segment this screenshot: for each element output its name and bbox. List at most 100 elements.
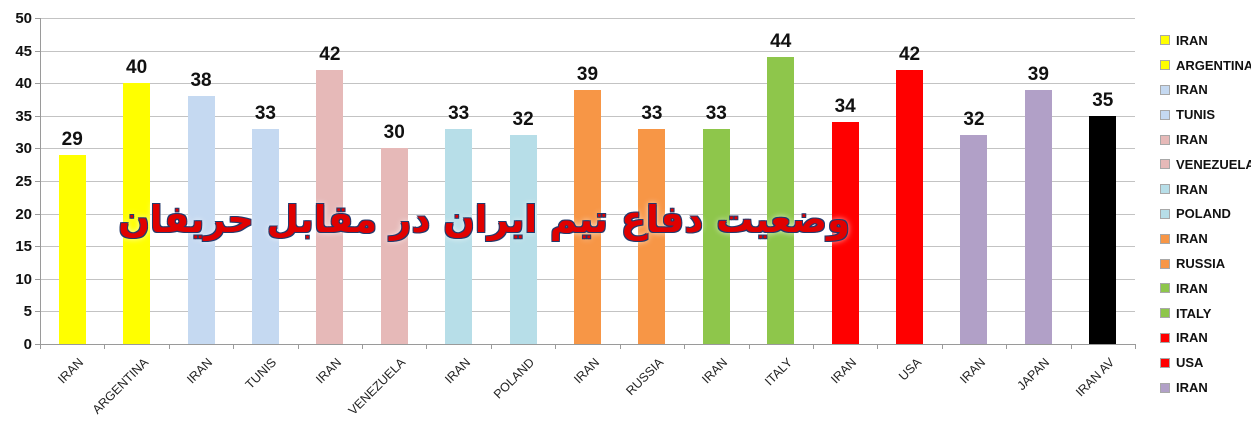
bar[interactable] (702, 128, 730, 344)
y-axis-label: 30 (15, 140, 32, 158)
legend-item[interactable]: IRAN (1160, 78, 1251, 103)
legend-label: IRAN (1176, 330, 1208, 346)
legend-label: ARGENTINA (1176, 57, 1251, 73)
y-axis-label: 50 (15, 10, 32, 27)
bar[interactable] (767, 57, 795, 344)
legend-item[interactable]: ARGENTINA (1160, 53, 1251, 78)
x-axis-tick (362, 344, 364, 349)
x-axis-tick (40, 344, 41, 349)
legend-item[interactable]: ITALY (1160, 301, 1251, 326)
legend-label: IRAN (1176, 380, 1208, 396)
chart-legend: IRAN ARGENTINA IRAN TUNIS IRAN VENEZUELA IRAN P… (1160, 28, 1251, 400)
legend-item[interactable]: RUSSIA (1160, 251, 1251, 276)
y-axis-tick (35, 148, 40, 150)
bar[interactable] (380, 148, 408, 344)
y-axis-label: 20 (15, 205, 32, 223)
legend-swatch-icon (1160, 258, 1170, 269)
x-axis-tick (1070, 344, 1072, 349)
y-axis-label: 5 (23, 303, 32, 321)
x-axis-tick (555, 344, 557, 349)
bar[interactable] (123, 83, 151, 344)
bar-value-label: 30 (383, 122, 405, 144)
legend-swatch-icon (1160, 35, 1170, 46)
x-axis-tick (426, 344, 428, 349)
gridline (40, 50, 1135, 52)
bar-value-label: 40 (126, 57, 148, 79)
x-axis-tick (619, 344, 621, 349)
bar-value-label: 29 (61, 128, 83, 150)
x-axis-tick (490, 344, 492, 349)
bar[interactable] (509, 135, 537, 344)
legend-swatch-icon (1160, 184, 1170, 195)
bar[interactable] (187, 96, 215, 344)
bar[interactable] (58, 154, 86, 344)
legend-label: IRAN (1176, 231, 1208, 247)
legend-label: VENEZUELA (1176, 156, 1251, 172)
y-axis-tick (35, 213, 40, 215)
bar[interactable] (1089, 115, 1117, 344)
y-axis-label: 10 (15, 270, 32, 288)
y-axis-label: 25 (15, 173, 32, 190)
bar-value-label: 39 (1027, 63, 1049, 85)
legend-label: POLAND (1176, 206, 1231, 222)
legend-label: RUSSIA (1176, 256, 1226, 272)
gridline (40, 83, 1135, 85)
gridline (40, 18, 1135, 19)
legend-label: ITALY (1176, 305, 1212, 321)
bar[interactable] (638, 128, 666, 344)
bar[interactable] (316, 70, 344, 344)
bar[interactable] (574, 89, 601, 344)
bar[interactable] (1024, 89, 1052, 344)
y-axis-line (40, 18, 41, 344)
legend-item[interactable]: IRAN (1160, 226, 1251, 251)
legend-swatch-icon (1160, 159, 1170, 170)
y-axis-label: 45 (15, 42, 32, 60)
x-axis-tick (941, 344, 943, 349)
x-axis-tick (748, 344, 750, 349)
bar[interactable] (831, 122, 859, 344)
legend-swatch-icon (1160, 233, 1170, 244)
bar-value-label: 34 (834, 96, 856, 118)
legend-item[interactable]: TUNIS (1160, 102, 1251, 127)
legend-item[interactable]: USA (1160, 350, 1251, 375)
legend-label: IRAN (1176, 132, 1208, 148)
x-axis-tick (104, 344, 106, 349)
bar[interactable] (445, 128, 473, 344)
bar-value-label: 44 (770, 31, 792, 53)
legend-swatch-icon (1160, 134, 1170, 145)
legend-swatch-icon (1160, 109, 1170, 120)
y-axis-tick (35, 181, 40, 182)
x-axis-tick (168, 344, 170, 349)
legend-item[interactable]: IRAN (1160, 127, 1251, 152)
bar-value-label: 32 (963, 109, 985, 131)
legend-item[interactable]: IRAN (1160, 326, 1251, 351)
y-axis-label: 35 (15, 107, 32, 125)
legend-item[interactable]: POLAND (1160, 202, 1251, 227)
legend-swatch-icon (1160, 84, 1170, 95)
legend-item[interactable]: IRAN (1160, 177, 1251, 202)
legend-label: USA (1176, 355, 1204, 371)
legend-label: IRAN (1176, 82, 1208, 98)
x-axis-label: IRAN (55, 355, 87, 387)
legend-item[interactable]: IRAN (1160, 375, 1251, 400)
legend-item[interactable]: IRAN (1160, 276, 1251, 301)
bar-value-label: 33 (641, 102, 663, 124)
x-axis-tick (297, 344, 299, 349)
bar-value-label: 39 (576, 63, 599, 85)
bar-value-label: 42 (319, 44, 341, 66)
gridline (40, 344, 1135, 345)
x-axis-tick (1135, 344, 1136, 349)
bar[interactable] (896, 70, 924, 344)
y-axis-label: 15 (15, 238, 32, 256)
legend-item[interactable]: VENEZUELA (1160, 152, 1251, 177)
x-axis-tick (812, 344, 814, 349)
bar[interactable] (251, 128, 279, 344)
bar[interactable] (960, 135, 988, 344)
legend-item[interactable]: IRAN (1160, 28, 1251, 53)
legend-swatch-icon (1160, 208, 1170, 219)
x-axis-tick (877, 344, 879, 349)
y-axis-tick (35, 50, 40, 52)
bar-value-label: 33 (448, 102, 470, 124)
y-axis-tick (35, 278, 40, 280)
